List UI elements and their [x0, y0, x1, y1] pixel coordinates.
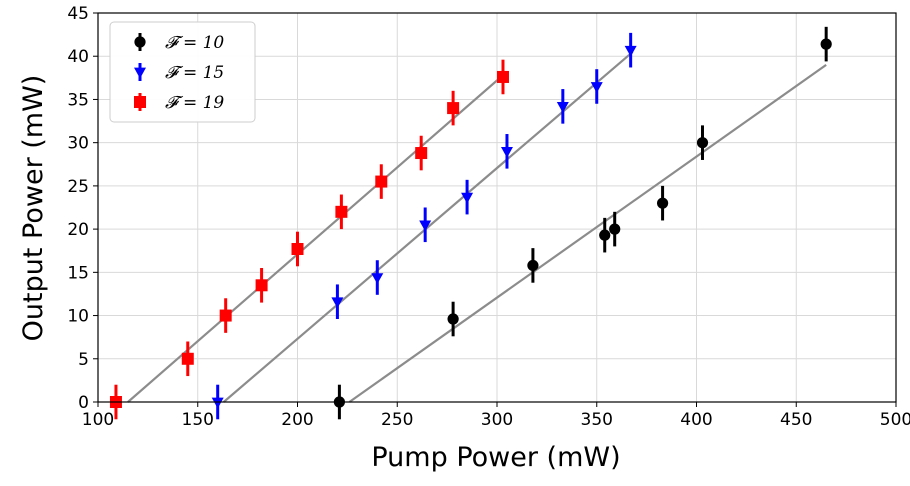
axes	[93, 12, 897, 407]
legend-marker	[134, 36, 146, 48]
y-tick-label: 10	[67, 307, 89, 327]
x-tick-label: 250	[381, 410, 413, 430]
data-point	[609, 223, 621, 235]
x-axis-label: Pump Power (mW)	[371, 442, 620, 473]
data-point	[527, 259, 539, 272]
data-point	[556, 102, 569, 113]
y-tick-label: 35	[67, 90, 89, 110]
data-point	[291, 242, 304, 255]
data-point	[331, 297, 344, 309]
legend-label: 𝓕 = 10	[165, 33, 224, 53]
data-point	[590, 82, 603, 93]
legend-label: 𝓕 = 15	[165, 63, 224, 83]
data-point	[447, 102, 460, 115]
data-point	[696, 137, 709, 149]
y-tick-label: 40	[67, 47, 89, 67]
x-tick-label: 350	[581, 410, 613, 430]
data-point	[255, 279, 268, 292]
legend-marker	[134, 67, 146, 79]
data-point	[335, 205, 348, 218]
data-point	[371, 273, 384, 284]
data-point	[447, 313, 459, 325]
x-tick-label: 450	[780, 410, 812, 430]
y-tick-label: 0	[78, 393, 89, 413]
y-tick-label: 5	[78, 350, 89, 370]
x-tick-label: 300	[481, 410, 513, 430]
legend-marker	[134, 96, 146, 108]
x-tick-label: 200	[281, 410, 313, 430]
data-point	[375, 175, 388, 188]
fit-line	[127, 72, 506, 403]
data-point	[211, 397, 224, 409]
legend: 𝓕 = 10 𝓕 = 15 𝓕 = 19	[109, 21, 256, 123]
x-tick-label: 150	[182, 410, 214, 430]
data-point	[656, 197, 669, 209]
tick-labels: 100 150 200 250 300 350 400 450 500 0 5 10 15 20 25 30 3…	[67, 4, 910, 430]
data-point	[461, 192, 474, 204]
x-tick-label: 100	[82, 410, 114, 430]
y-tick-label: 15	[67, 263, 89, 283]
y-tick-label: 20	[67, 220, 89, 240]
legend-box	[109, 21, 256, 123]
data-point	[624, 45, 637, 57]
data-point	[181, 352, 194, 365]
y-tick-label: 45	[67, 4, 89, 24]
data-point	[599, 229, 611, 241]
data-points	[109, 26, 832, 420]
data-point	[500, 146, 513, 158]
fit-line	[222, 51, 634, 403]
data-point	[820, 38, 832, 50]
y-tick-label: 25	[67, 177, 89, 197]
fit-line	[348, 63, 827, 403]
data-point	[415, 147, 428, 160]
fit-lines	[127, 51, 827, 403]
x-tick-label: 500	[880, 410, 910, 430]
legend-label: 𝓕 = 19	[165, 93, 224, 113]
plot-frame	[97, 12, 897, 403]
y-axis-label: Output Power (mW)	[18, 75, 49, 342]
data-point	[496, 70, 509, 83]
x-tick-label: 400	[680, 410, 712, 430]
y-tick-label: 30	[67, 134, 89, 154]
data-point	[419, 220, 432, 232]
data-point	[219, 309, 232, 322]
